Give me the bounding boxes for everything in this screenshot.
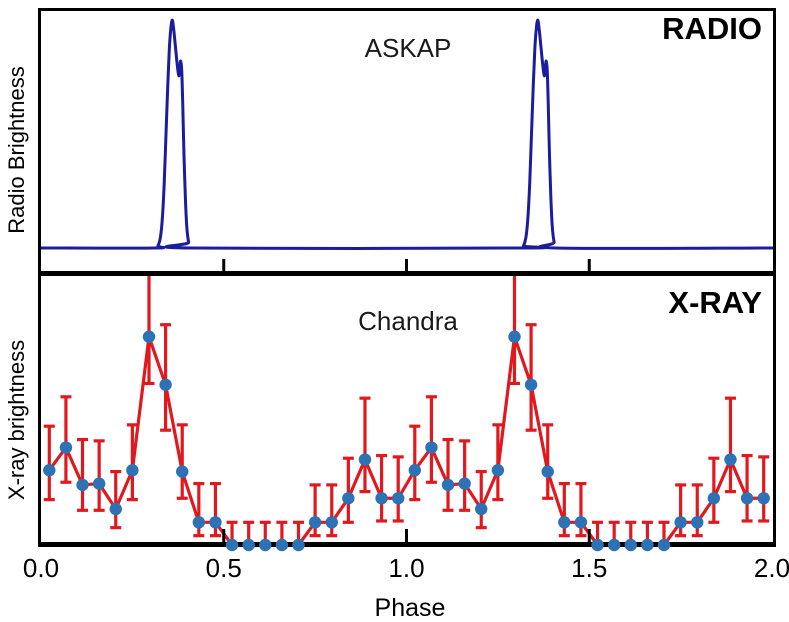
xray-data-point — [475, 502, 488, 516]
xray-data-point — [325, 516, 338, 529]
xray-data-point — [574, 516, 588, 529]
radio-panel-plot — [38, 8, 776, 276]
xray-data-point — [458, 477, 471, 490]
xray-data-point — [641, 538, 654, 552]
xray-data-point — [292, 538, 305, 552]
xray-data-point — [674, 516, 687, 529]
xray-data-point — [358, 453, 372, 466]
xray-data-point — [59, 441, 73, 454]
xray-data-point — [724, 453, 737, 466]
xray-data-point — [707, 492, 721, 505]
x-tick-label: 1.0 — [388, 553, 425, 583]
xray-data-point — [375, 492, 388, 505]
xray-data-point — [76, 478, 89, 492]
xray-data-point — [624, 538, 637, 552]
xray-data-point — [441, 478, 455, 492]
xray-data-point — [142, 330, 156, 343]
xray-instrument-label: Chandra — [358, 306, 458, 336]
xray-data-point — [176, 465, 189, 478]
xray-data-point — [159, 378, 172, 391]
xray-data-point — [657, 538, 671, 552]
xray-data-point — [491, 464, 505, 477]
xray-data-point — [691, 516, 704, 529]
xray-data-point — [242, 538, 255, 552]
xray-data-point — [591, 538, 604, 552]
xray-data-point — [508, 330, 521, 343]
xray-data-point — [43, 464, 56, 477]
xray-data-point — [308, 516, 322, 529]
radio-curve — [39, 18, 774, 251]
xray-data-point — [192, 516, 206, 529]
xray-panel-label: X-RAY — [668, 285, 762, 320]
radio-y-axis-label: Radio Brightness — [4, 66, 29, 234]
xray-connecting-line — [48, 335, 764, 547]
xray-data-point — [757, 492, 770, 505]
radio-panel-label: RADIO — [662, 11, 762, 46]
xray-data-point — [558, 516, 571, 529]
xray-data-point — [126, 464, 139, 477]
xray-panel-plot — [38, 276, 776, 552]
xray-data-point — [541, 465, 554, 478]
xray-data-point — [209, 516, 222, 529]
radio-instrument-label: ASKAP — [364, 33, 452, 63]
xray-data-point — [92, 477, 106, 490]
xray-data-point — [524, 378, 538, 391]
x-tick-label: 1.5 — [571, 553, 608, 583]
xray-data-point — [740, 492, 754, 505]
xray-data-point — [109, 502, 122, 516]
xray-data-point — [342, 492, 355, 505]
xray-data-point — [392, 492, 405, 505]
xray-data-point — [259, 538, 272, 552]
x-tick-label: 0.5 — [205, 553, 242, 583]
xray-data-point — [275, 538, 289, 552]
xray-data-point — [408, 464, 421, 477]
xray-data-point — [607, 538, 621, 552]
x-tick-label: 2.0 — [753, 553, 789, 583]
xray-data-point — [225, 538, 239, 552]
x-tick-label: 0.0 — [22, 553, 60, 583]
xray-y-axis-label: X-ray brightness — [4, 339, 29, 501]
x-axis-title: Phase — [374, 594, 446, 622]
xray-data-point — [425, 441, 438, 454]
